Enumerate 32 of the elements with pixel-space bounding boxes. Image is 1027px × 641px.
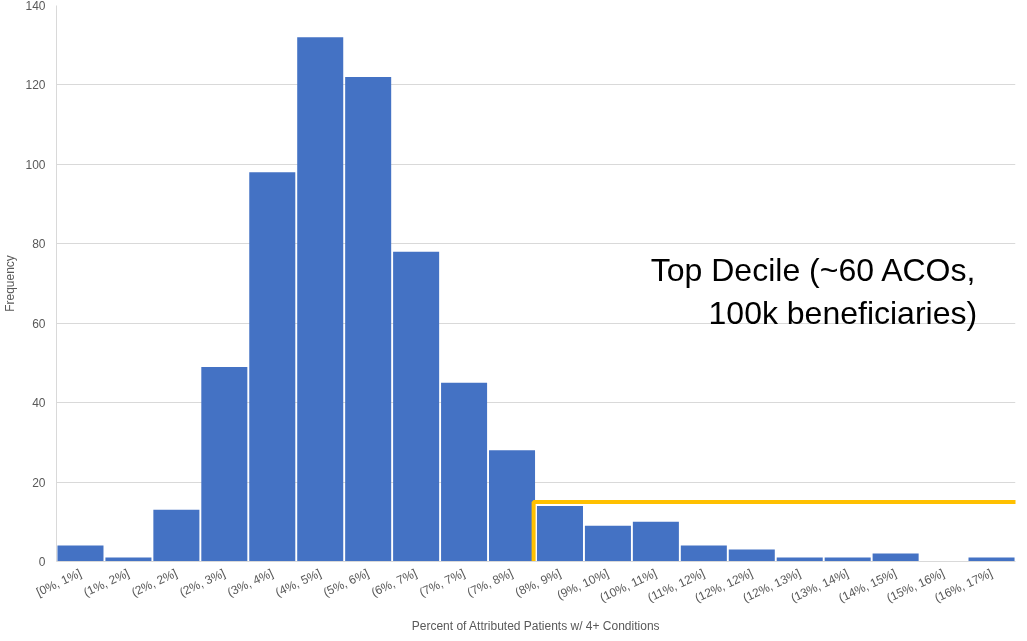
bar	[249, 172, 296, 562]
y-tick-label: 100	[25, 157, 46, 172]
x-tick-label: (5%, 6%]	[321, 566, 372, 600]
bar	[153, 509, 200, 562]
bar	[393, 251, 440, 562]
y-tick-label: 20	[32, 475, 46, 490]
bar	[441, 382, 488, 562]
bar	[632, 521, 679, 562]
x-tick-label: [0%, 1%]	[33, 566, 84, 600]
bar	[680, 545, 727, 562]
bar	[297, 37, 344, 562]
y-tick-label: 120	[25, 78, 46, 93]
bar	[584, 525, 631, 562]
y-tick-label: 60	[32, 316, 46, 331]
bar	[57, 545, 104, 562]
x-tick-label: (4%, 5%]	[273, 566, 324, 600]
x-axis-title: Percent of Attributed Patients w/ 4+ Conditions	[411, 619, 660, 634]
y-tick-label: 0	[38, 555, 46, 569]
bar	[489, 450, 536, 562]
y-axis-title: Frequency	[3, 255, 18, 312]
y-tick-label: 80	[32, 237, 46, 252]
x-tick-label: (3%, 4%]	[225, 566, 276, 600]
bar	[345, 76, 392, 562]
x-tick-label: (2%, 3%]	[177, 566, 228, 600]
y-tick-label: 40	[32, 396, 46, 411]
x-tick-label: (6%, 7%]	[369, 566, 420, 600]
y-tick-label: 140	[25, 0, 46, 13]
x-tick-label: (2%, 2%]	[129, 566, 180, 600]
annotation: Top Decile (~60 ACOs, 100k beneficiaries)	[650, 251, 978, 332]
bar	[728, 549, 775, 562]
bar	[536, 505, 583, 562]
bar	[201, 366, 248, 562]
